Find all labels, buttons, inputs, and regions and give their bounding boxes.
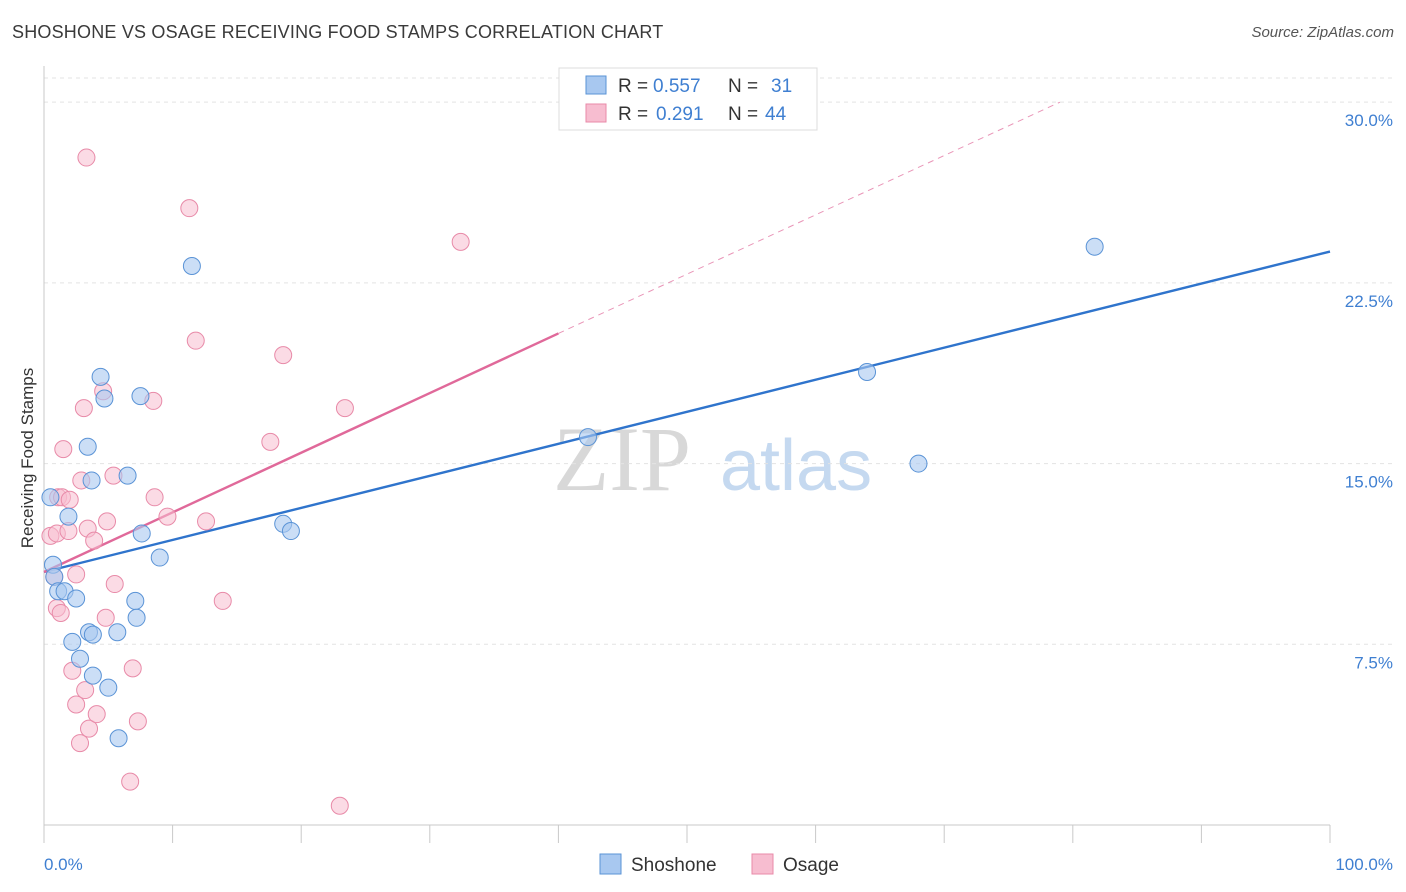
shoshone-point [83, 666, 102, 685]
osage-point [145, 488, 164, 507]
y-axis-label: Receiving Food Stamps [18, 368, 37, 548]
shoshone-point [95, 389, 114, 408]
x-tick-label-max: 100.0% [1335, 855, 1393, 874]
osage-point [51, 603, 70, 622]
shoshone-point [150, 548, 169, 567]
osage-point [213, 591, 232, 610]
legend-r-value: 0.557 [653, 76, 701, 97]
legend-swatch-shoshone [585, 75, 607, 95]
legend-swatch-osage [585, 103, 607, 123]
shoshone-point [63, 632, 82, 651]
shoshone-trendline [43, 250, 1331, 574]
osage-point [71, 734, 90, 753]
x-tick-label-min: 0.0% [44, 855, 83, 874]
osage-point [123, 659, 142, 678]
shoshone-point [41, 488, 60, 507]
legend-n-value: 44 [765, 104, 787, 125]
shoshone-point [281, 522, 300, 541]
shoshone-point [126, 591, 145, 610]
bottom-legend: Shoshone Osage [599, 853, 839, 876]
osage-point [451, 232, 470, 251]
shoshone-point [71, 649, 90, 668]
shoshone-point [858, 363, 877, 382]
shoshone-point [1085, 237, 1104, 256]
osage-point [87, 705, 106, 724]
legend-r-label: R = [618, 104, 648, 125]
y-tick-label: 15.0% [1345, 473, 1393, 492]
osage-point [335, 399, 354, 418]
grid-lines [44, 77, 1394, 645]
osage-trendline-extension [558, 101, 1061, 334]
osage-point [158, 507, 177, 526]
y-tick-label: 22.5% [1345, 292, 1393, 311]
bottom-legend-label-shoshone: Shoshone [631, 855, 717, 876]
osage-point [67, 695, 86, 714]
legend-r-label: R = [618, 76, 648, 97]
y-tick-label: 7.5% [1354, 653, 1393, 672]
shoshone-point [109, 729, 128, 748]
legend-n-label: N = [728, 104, 758, 125]
osage-point [80, 719, 99, 738]
shoshone-point [132, 524, 151, 543]
bottom-legend-swatch-shoshone [599, 853, 622, 875]
osage-point [180, 199, 199, 218]
osage-point [67, 565, 86, 584]
legend-n-label: N = [728, 76, 758, 97]
osage-point [60, 490, 79, 509]
osage-trendline [43, 332, 559, 574]
watermark-zip: ZIP [553, 408, 691, 510]
osage-point [274, 346, 293, 365]
shoshone-point [99, 678, 118, 697]
shoshone-point [131, 387, 150, 406]
osage-point [74, 399, 93, 418]
osage-point [128, 712, 147, 731]
shoshone-point [67, 589, 86, 608]
osage-point [330, 796, 349, 815]
y-tick-label: 30.0% [1345, 111, 1393, 130]
shoshone-point [182, 256, 201, 275]
osage-point [54, 440, 73, 459]
osage-point [85, 531, 104, 550]
shoshone-point [78, 437, 97, 456]
osage-point [76, 681, 95, 700]
shoshone-point [578, 428, 597, 447]
watermark-atlas: atlas [720, 426, 872, 506]
legend-n-value: 31 [771, 76, 792, 97]
osage-point [105, 575, 124, 594]
osage-point [77, 148, 96, 167]
chart-title: SHOSHONE VS OSAGE RECEIVING FOOD STAMPS … [12, 22, 664, 42]
osage-point [96, 608, 115, 627]
axes: 7.5% 15.0% 22.5% 30.0% [43, 66, 1393, 843]
shoshone-point [909, 454, 928, 473]
shoshone-point [82, 471, 101, 490]
shoshone-point [108, 623, 127, 642]
osage-point [121, 772, 140, 791]
trendlines [43, 101, 1331, 574]
bottom-legend-swatch-osage [751, 853, 774, 875]
shoshone-point [83, 625, 102, 644]
osage-point [197, 512, 216, 531]
bottom-legend-label-osage: Osage [783, 855, 839, 876]
shoshone-point [118, 466, 137, 485]
chart-source: Source: ZipAtlas.com [1251, 24, 1394, 41]
shoshone-point [91, 367, 110, 386]
legend-r-value: 0.291 [656, 104, 704, 125]
legend-box: R = 0.557 N = 31 R = 0.291 N = 44 [558, 67, 818, 131]
osage-point [261, 432, 280, 451]
osage-point [98, 512, 117, 531]
shoshone-point [59, 507, 78, 526]
osage-point [186, 331, 205, 350]
data-points [41, 148, 1104, 815]
shoshone-point [127, 608, 146, 627]
